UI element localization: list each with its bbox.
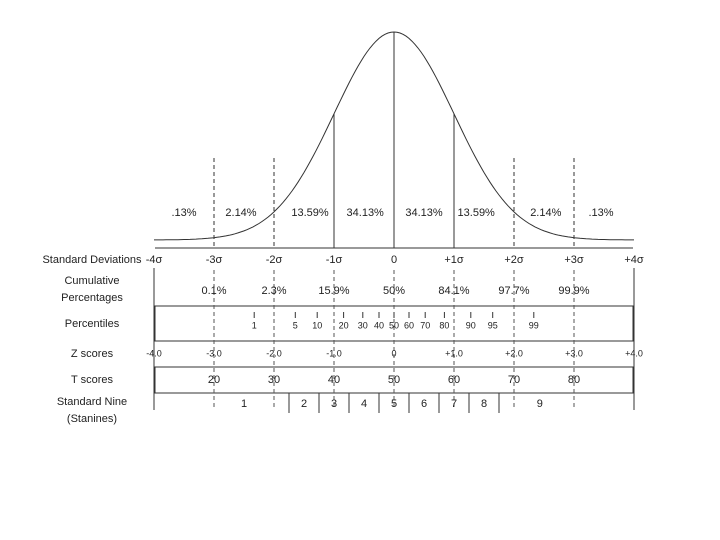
stanines-tick: 2 (301, 398, 307, 410)
region-percent: .13% (588, 207, 613, 219)
z-scores-tick: +1.0 (445, 348, 463, 358)
stanines-tick: 3 (331, 398, 337, 410)
t-scores-tick: 60 (448, 374, 460, 386)
percentiles-tick: 5 (293, 320, 298, 330)
t-scores-tick: 20 (208, 374, 220, 386)
region-percent: 2.14% (530, 207, 561, 219)
standard-deviations-tick: -3σ (206, 254, 223, 266)
standard-deviations-tick: -4σ (146, 254, 163, 266)
row-label: Percentages (61, 292, 123, 304)
t-scores-tick: 50 (388, 374, 400, 386)
cumulative-percentages-tick: 0.1% (201, 285, 226, 297)
cumulative-percentages-tick: 84.1% (438, 285, 469, 297)
percentiles-tick: 40 (374, 320, 384, 330)
row-label: Cumulative (64, 275, 119, 287)
cumulative-percentages-tick: 2.3% (261, 285, 286, 297)
percentiles-tick: 10 (312, 320, 322, 330)
row-label: Standard Nine (57, 396, 127, 408)
stanines-tick: 4 (361, 398, 367, 410)
stanines-tick: 8 (481, 398, 487, 410)
percentiles-tick: 1 (252, 320, 257, 330)
z-scores-tick: +4.0 (625, 348, 643, 358)
stanines-tick: 7 (451, 398, 457, 410)
z-scores-tick: +2.0 (505, 348, 523, 358)
stanines-tick: 5 (391, 398, 397, 410)
t-scores-tick: 70 (508, 374, 520, 386)
percentiles-tick: 70 (420, 320, 430, 330)
z-scores-tick: -4.0 (146, 348, 162, 358)
standard-deviations-tick: +3σ (564, 254, 584, 266)
t-scores-tick: 30 (268, 374, 280, 386)
percentiles-tick: 20 (339, 320, 349, 330)
row-label: Z scores (71, 348, 114, 360)
region-percent: 34.13% (405, 207, 443, 219)
region-percent: 13.59% (458, 207, 496, 219)
t-scores-tick: 80 (568, 374, 580, 386)
standard-deviations-tick: 0 (391, 254, 397, 266)
percentiles-tick: 30 (358, 320, 368, 330)
cumulative-percentages-tick: 50% (383, 285, 405, 297)
region-percent: 2.14% (225, 207, 256, 219)
cumulative-percentages-tick: 99.9% (558, 285, 589, 297)
percentiles-tick: 60 (404, 320, 414, 330)
z-scores-tick: +3.0 (565, 348, 583, 358)
row-label: T scores (71, 374, 113, 386)
percentiles-tick: 80 (439, 320, 449, 330)
z-scores-tick: -2.0 (266, 348, 282, 358)
percentiles-tick: 50 (389, 320, 399, 330)
standard-deviations-tick: +4σ (624, 254, 644, 266)
standard-deviations-tick: +2σ (504, 254, 524, 266)
standard-deviations-tick: +1σ (444, 254, 464, 266)
z-scores-tick: 0 (391, 348, 396, 358)
percentiles-tick: 95 (488, 320, 498, 330)
stanines-tick: 6 (421, 398, 427, 410)
z-scores-tick: -3.0 (206, 348, 222, 358)
standard-deviations-tick: -2σ (266, 254, 283, 266)
z-scores-tick: -1.0 (326, 348, 342, 358)
cumulative-percentages-tick: 97.7% (498, 285, 529, 297)
stanines-tick: 1 (241, 398, 247, 410)
row-label: Percentiles (65, 318, 120, 330)
region-percent: 13.59% (291, 207, 329, 219)
stanines-tick: 9 (537, 398, 543, 410)
t-scores-tick: 40 (328, 374, 340, 386)
percentiles-tick: 99 (529, 320, 539, 330)
percentiles-tick: 90 (466, 320, 476, 330)
cumulative-percentages-tick: 15.9% (318, 285, 349, 297)
row-label: Standard Deviations (42, 254, 142, 266)
standard-deviations-tick: -1σ (326, 254, 343, 266)
region-percent: .13% (171, 207, 196, 219)
row-label: (Stanines) (67, 413, 117, 425)
region-percent: 34.13% (347, 207, 385, 219)
